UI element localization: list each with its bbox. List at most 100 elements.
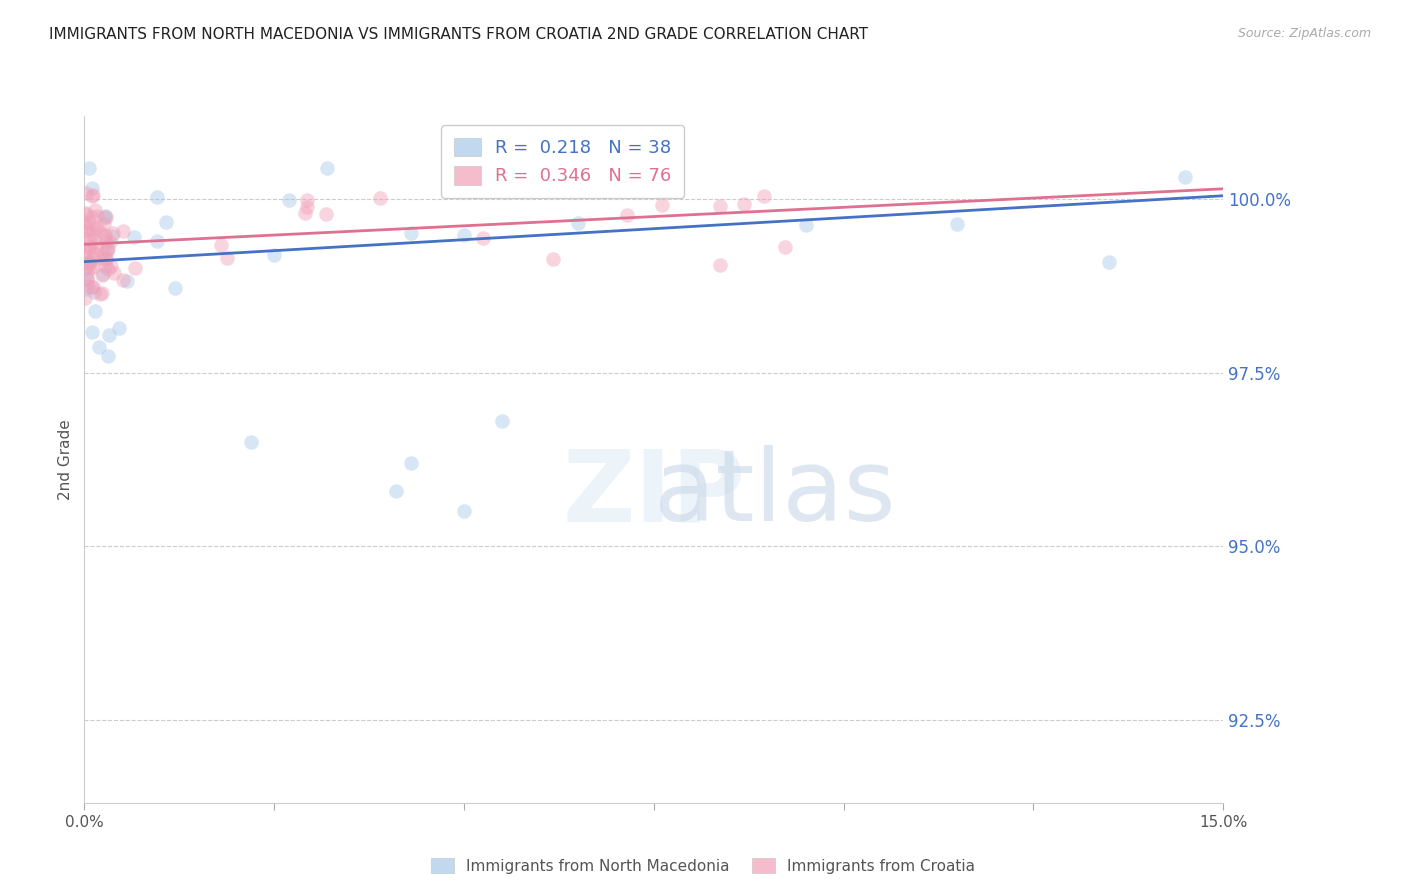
Point bbox=[75, 244, 97, 259]
Point bbox=[97, 261, 120, 276]
Point bbox=[77, 161, 100, 175]
Legend: R =  0.218   N = 38, R =  0.346   N = 76: R = 0.218 N = 38, R = 0.346 N = 76 bbox=[441, 125, 685, 198]
Point bbox=[75, 232, 97, 246]
Point bbox=[84, 203, 107, 218]
Point bbox=[79, 260, 101, 274]
Point bbox=[616, 208, 638, 222]
Point bbox=[80, 227, 103, 241]
Point bbox=[90, 268, 112, 282]
Point bbox=[82, 326, 104, 340]
Point bbox=[794, 219, 817, 233]
Point bbox=[472, 231, 495, 245]
Point bbox=[240, 435, 263, 450]
Point bbox=[75, 206, 97, 220]
Point bbox=[86, 210, 108, 224]
Point bbox=[83, 304, 105, 318]
Point bbox=[94, 210, 117, 224]
Point bbox=[103, 266, 125, 280]
Point bbox=[94, 209, 117, 223]
Point bbox=[155, 215, 177, 229]
Legend: Immigrants from North Macedonia, Immigrants from Croatia: Immigrants from North Macedonia, Immigra… bbox=[425, 852, 981, 880]
Point bbox=[1098, 255, 1121, 269]
Point bbox=[96, 244, 118, 258]
Point bbox=[89, 287, 111, 301]
Point bbox=[165, 281, 187, 295]
Point bbox=[94, 253, 117, 268]
Point bbox=[209, 237, 232, 252]
Point bbox=[91, 268, 114, 282]
Point bbox=[87, 340, 110, 354]
Point bbox=[733, 197, 755, 211]
Point bbox=[108, 321, 131, 335]
Point bbox=[399, 226, 422, 240]
Text: ZIP: ZIP bbox=[562, 445, 745, 542]
Text: Source: ZipAtlas.com: Source: ZipAtlas.com bbox=[1237, 27, 1371, 40]
Point bbox=[75, 207, 97, 221]
Point bbox=[76, 267, 98, 281]
Point bbox=[79, 255, 101, 269]
Point bbox=[75, 216, 97, 230]
Point bbox=[79, 234, 101, 248]
Point bbox=[146, 189, 169, 203]
Point bbox=[76, 224, 98, 238]
Point bbox=[83, 239, 105, 253]
Point bbox=[709, 199, 731, 213]
Point bbox=[278, 193, 301, 207]
Point bbox=[80, 279, 103, 293]
Point bbox=[709, 258, 731, 272]
Point bbox=[115, 274, 138, 288]
Point bbox=[752, 188, 775, 202]
Point bbox=[111, 272, 134, 286]
Point bbox=[75, 282, 97, 296]
Point bbox=[1174, 169, 1197, 184]
Point bbox=[98, 235, 121, 250]
Point bbox=[295, 193, 318, 207]
Point bbox=[316, 161, 339, 175]
Point bbox=[294, 206, 316, 220]
Point bbox=[93, 228, 115, 243]
Point bbox=[946, 217, 969, 231]
Point bbox=[112, 224, 135, 238]
Point bbox=[76, 271, 98, 285]
Point bbox=[82, 210, 104, 224]
Point bbox=[75, 219, 97, 234]
Point bbox=[315, 207, 337, 221]
Point bbox=[77, 278, 100, 293]
Point bbox=[124, 260, 146, 275]
Point bbox=[94, 210, 117, 224]
Y-axis label: 2nd Grade: 2nd Grade bbox=[58, 419, 73, 500]
Point bbox=[91, 247, 114, 261]
Point bbox=[83, 285, 105, 299]
Point bbox=[96, 242, 118, 256]
Point bbox=[75, 249, 97, 263]
Point bbox=[76, 272, 98, 286]
Point bbox=[94, 259, 117, 273]
Point bbox=[97, 328, 120, 343]
Point bbox=[79, 239, 101, 253]
Point bbox=[80, 180, 103, 194]
Point bbox=[87, 223, 110, 237]
Point bbox=[77, 215, 100, 229]
Point bbox=[773, 240, 796, 254]
Point bbox=[82, 252, 104, 266]
Point bbox=[217, 251, 239, 265]
Point bbox=[84, 220, 107, 235]
Point bbox=[94, 251, 117, 265]
Point bbox=[82, 223, 104, 237]
Point bbox=[368, 191, 391, 205]
Point bbox=[77, 257, 100, 271]
Point bbox=[82, 260, 104, 275]
Point bbox=[567, 216, 589, 230]
Point bbox=[541, 252, 564, 267]
Point bbox=[82, 280, 104, 294]
Point bbox=[80, 189, 103, 203]
Point bbox=[146, 235, 169, 249]
Point bbox=[100, 259, 122, 273]
Point bbox=[101, 226, 124, 240]
Point bbox=[297, 200, 319, 214]
Point bbox=[453, 504, 475, 518]
Point bbox=[75, 262, 97, 277]
Point bbox=[76, 256, 98, 270]
Text: atlas: atlas bbox=[654, 445, 896, 542]
Point bbox=[97, 349, 120, 363]
